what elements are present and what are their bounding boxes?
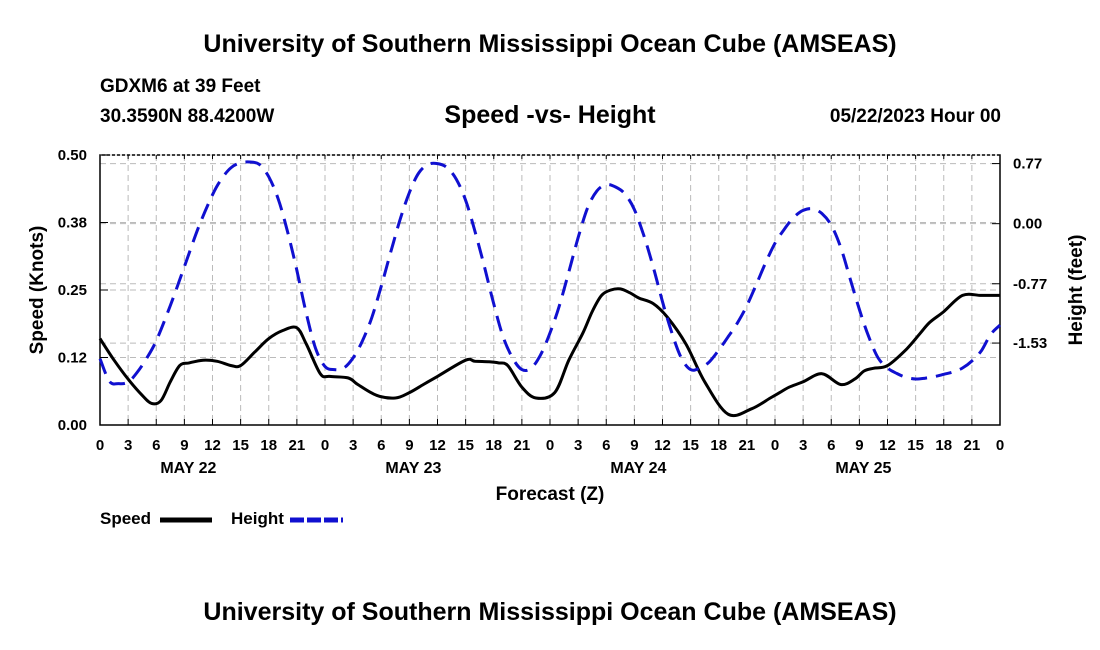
x-tick-label: 21	[289, 437, 306, 454]
y-left-axis-label: Speed (Knots)	[27, 226, 48, 355]
height-series-line	[98, 160, 1002, 386]
y-right-tick-label: -0.77	[1013, 276, 1047, 293]
forecast-datetime: 05/22/2023 Hour 00	[829, 106, 1001, 127]
x-tick-label: 0	[996, 437, 1004, 454]
x-tick-label: 21	[514, 437, 531, 454]
x-day-label: MAY 23	[385, 460, 441, 477]
x-day-label: MAY 22	[160, 460, 216, 477]
x-tick-label: 18	[710, 437, 727, 454]
x-axis-label: Forecast (Z)	[496, 484, 605, 505]
x-tick-label: 6	[827, 437, 835, 454]
x-tick-label: 18	[935, 437, 952, 454]
chart-subtitle: Speed -vs- Height	[444, 101, 656, 129]
x-tick-label: 6	[377, 437, 385, 454]
y-right-tick-label: 0.77	[1013, 156, 1042, 173]
x-tick-label: 12	[204, 437, 221, 454]
x-tick-label: 15	[907, 437, 924, 454]
x-tick-label: 6	[152, 437, 160, 454]
x-tick-label: 3	[799, 437, 807, 454]
x-tick-label: 12	[879, 437, 896, 454]
x-tick-label: 0	[546, 437, 554, 454]
x-tick-label: 6	[602, 437, 610, 454]
x-tick-label: 12	[654, 437, 671, 454]
legend-speed-label: Speed	[100, 509, 152, 528]
x-tick-label: 15	[682, 437, 699, 454]
y-left-tick-label: 0.12	[58, 350, 87, 367]
x-day-label: MAY 25	[835, 460, 891, 477]
x-tick-label: 15	[457, 437, 474, 454]
y-right-tick-label: -1.53	[1013, 335, 1047, 352]
station-coordinates: 30.3590N 88.4200W	[100, 106, 275, 127]
x-tick-label: 18	[485, 437, 502, 454]
chart-title-bottom: University of Southern Mississippi Ocean…	[203, 598, 897, 626]
x-tick-label: 15	[232, 437, 249, 454]
chart-title-top: University of Southern Mississippi Ocean…	[203, 30, 897, 58]
x-tick-label: 3	[574, 437, 582, 454]
x-day-label: MAY 24	[610, 460, 666, 477]
x-tick-label: 21	[964, 437, 981, 454]
x-tick-label: 9	[855, 437, 863, 454]
y-left-tick-label: 0.25	[58, 282, 87, 299]
x-tick-label: 0	[96, 437, 104, 454]
x-tick-label: 9	[405, 437, 413, 454]
x-tick-label: 9	[630, 437, 638, 454]
x-tick-label: 18	[260, 437, 277, 454]
x-tick-label: 3	[124, 437, 132, 454]
x-tick-label: 3	[349, 437, 357, 454]
legend-height-label: Height	[231, 509, 284, 528]
y-left-tick-label: 0.50	[58, 147, 87, 164]
y-left-tick-label: 0.38	[58, 215, 87, 232]
y-right-axis-label: Height (feet)	[1066, 235, 1087, 346]
x-tick-label: 21	[739, 437, 756, 454]
station-label: GDXM6 at 39 Feet	[100, 76, 261, 97]
x-tick-label: 0	[771, 437, 779, 454]
y-right-tick-label: 0.00	[1013, 216, 1042, 233]
x-tick-label: 0	[321, 437, 329, 454]
y-left-tick-label: 0.00	[58, 417, 87, 434]
x-tick-label: 9	[180, 437, 188, 454]
x-tick-label: 12	[429, 437, 446, 454]
speed-series-line	[98, 287, 1000, 418]
